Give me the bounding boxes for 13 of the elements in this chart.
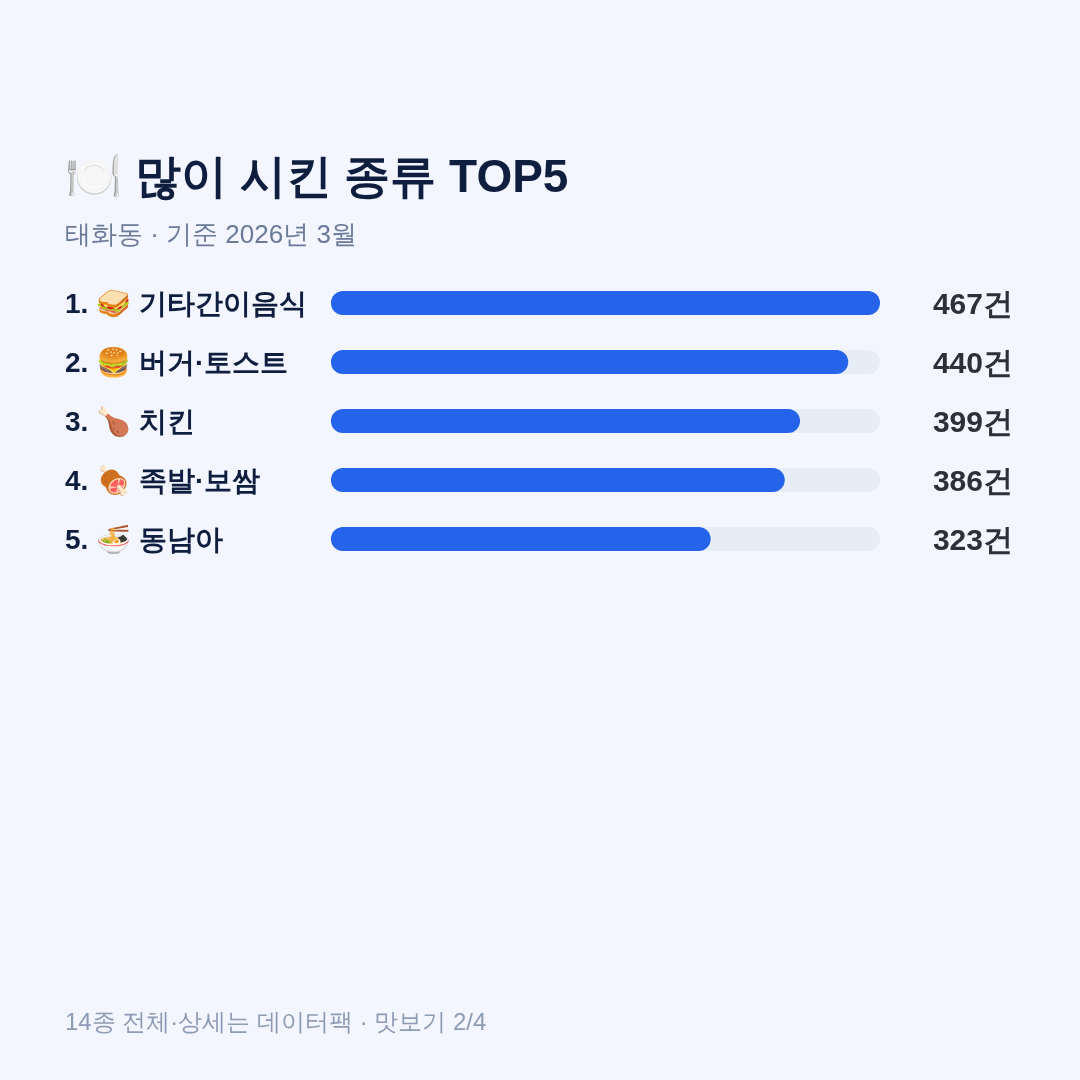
category-label: 1. 🥪 기타간이음식 [65, 288, 307, 319]
value-label: 386건 [932, 464, 1013, 497]
value-label: 323건 [932, 523, 1013, 556]
category-label: 2. 🍔 버거·토스트 [65, 347, 289, 378]
category-label: 3. 🍗 치킨 [65, 406, 195, 437]
title: 🍽 많이 시킨 종류 TOP5 [65, 150, 569, 202]
annotation: 14종 전체·상세는 데이터팩 · 맛보기 2/4 [65, 1008, 487, 1035]
value-label: 440건 [932, 346, 1013, 379]
value-label: 467건 [932, 287, 1013, 320]
category-label: 5. 🍜 동남아 [65, 524, 223, 555]
value-label: 399건 [932, 405, 1013, 438]
category-label: 4. 🍖 족발·보쌈 [65, 465, 261, 496]
subtitle: 태화동 · 기준 2026년 3월 [65, 219, 357, 249]
